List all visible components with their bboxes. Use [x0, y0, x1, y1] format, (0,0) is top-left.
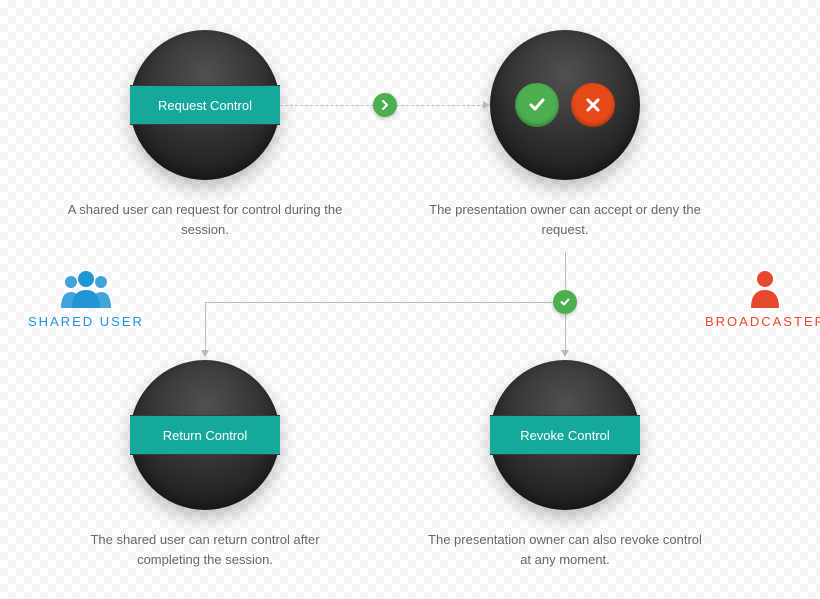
- control-flow-diagram: Request Control A shared user can reques…: [0, 0, 820, 599]
- broadcaster-icon: [745, 268, 785, 308]
- arrowhead-to-accept: [483, 101, 490, 109]
- caption-return: The shared user can return control after…: [65, 530, 345, 569]
- role-broadcaster-label: BROADCASTER: [705, 314, 820, 329]
- node-revoke-control: Revoke Control: [490, 360, 640, 510]
- deny-icon: [571, 83, 615, 127]
- caption-revoke: The presentation owner can also revoke c…: [425, 530, 705, 569]
- users-icon: [60, 268, 112, 308]
- role-shared-user: SHARED USER: [28, 268, 144, 329]
- arrowhead-to-return: [201, 350, 209, 357]
- node-request-label: Request Control: [158, 98, 252, 113]
- connector-branch-horizontal: [205, 302, 565, 303]
- node-revoke-label: Revoke Control: [520, 428, 610, 443]
- connector-down-to-return: [205, 302, 206, 352]
- role-shared-user-label: SHARED USER: [28, 314, 144, 329]
- node-return-band: Return Control: [130, 415, 280, 455]
- caption-request: A shared user can request for control du…: [65, 200, 345, 239]
- node-accept-deny: [490, 30, 640, 180]
- arrowhead-to-revoke: [561, 350, 569, 357]
- node-revoke-band: Revoke Control: [490, 415, 640, 455]
- accept-deny-icons: [515, 83, 615, 127]
- accept-icon: [515, 83, 559, 127]
- node-return-label: Return Control: [163, 428, 248, 443]
- chevron-right-icon: [373, 93, 397, 117]
- check-badge-icon: [553, 290, 577, 314]
- role-broadcaster: BROADCASTER: [705, 268, 820, 329]
- node-return-control: Return Control: [130, 360, 280, 510]
- caption-accept-deny: The presentation owner can accept or den…: [425, 200, 705, 239]
- node-request-band: Request Control: [130, 85, 280, 125]
- node-request-control: Request Control: [130, 30, 280, 180]
